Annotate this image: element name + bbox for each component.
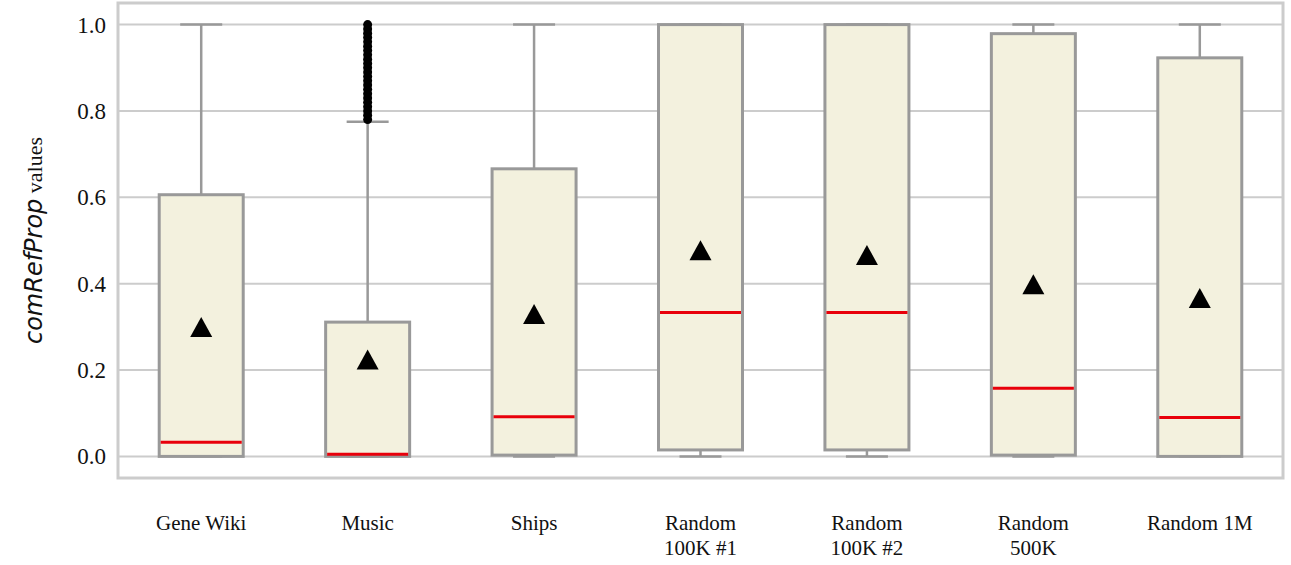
y-axis-label-part: values <box>22 137 47 199</box>
x-tick-label-line: Ships <box>511 511 558 535</box>
boxes <box>159 20 1242 456</box>
mean-marker <box>523 304 545 324</box>
grid <box>118 25 1283 457</box>
whisker-high <box>533 25 536 169</box>
box-group <box>825 25 909 457</box>
box <box>326 322 410 456</box>
x-tick-label-line: 100K #1 <box>664 536 737 560</box>
box <box>1158 58 1242 457</box>
x-tick-label-line: Random <box>665 511 736 535</box>
x-tick-label: Random100K #1 <box>664 511 737 560</box>
x-tick-label: Gene Wiki <box>156 511 246 535</box>
median <box>1159 416 1240 419</box>
median <box>826 311 907 314</box>
x-tick-label: Random100K #2 <box>830 511 903 560</box>
median <box>993 387 1074 390</box>
outlier <box>363 20 372 29</box>
mean-marker <box>856 245 878 265</box>
median <box>327 453 408 456</box>
grid-line <box>118 455 1283 457</box>
x-tick-label-line: Gene Wiki <box>156 511 246 535</box>
x-tick-label: Ships <box>511 511 558 535</box>
mean-marker <box>690 240 712 260</box>
x-tick-label: Music <box>341 511 394 535</box>
box-group <box>326 20 410 456</box>
x-tick-label-line: Music <box>341 511 394 535</box>
cap-high <box>1012 23 1054 26</box>
x-tick-label-line: Random <box>831 511 902 535</box>
mean-marker <box>1022 274 1044 294</box>
mean-marker <box>1189 288 1211 308</box>
box-group <box>492 25 576 457</box>
median <box>161 441 242 444</box>
x-tick-label: Random500K <box>998 511 1069 560</box>
whisker-high <box>366 122 369 322</box>
y-tick-label: 0.2 <box>77 358 106 383</box>
median <box>660 311 741 314</box>
box-group <box>1158 25 1242 457</box>
box <box>492 169 576 455</box>
box <box>659 25 743 450</box>
x-tick-label-line: 500K <box>1010 536 1057 560</box>
whisker-high <box>1199 25 1202 58</box>
plot-frame <box>118 3 1283 478</box>
box-group <box>159 25 243 457</box>
x-tick-label-line: Random 1M <box>1147 511 1253 535</box>
box <box>159 195 243 457</box>
cap-high <box>1179 23 1221 26</box>
y-axis-label-part: comRefProp <box>20 199 48 344</box>
box <box>825 25 909 450</box>
y-tick-label: 0.6 <box>77 185 106 210</box>
y-tick-label: 0.0 <box>77 444 106 469</box>
y-axis-label: comRefProp values <box>20 137 48 344</box>
median <box>494 415 575 418</box>
chart: 0.0 0.2 0.4 0.6 0.8 1.0 comRefProp values Gene … <box>0 0 1291 565</box>
y-tick-label: 1.0 <box>77 13 106 38</box>
x-tick-label-line: Random <box>998 511 1069 535</box>
cap-low <box>680 455 722 458</box>
cap-low <box>846 455 888 458</box>
mean-marker <box>190 317 212 337</box>
y-tick-label: 0.8 <box>77 99 106 124</box>
box <box>991 34 1075 455</box>
mean-marker <box>357 349 379 369</box>
x-tick-label: Random 1M <box>1147 511 1253 535</box>
whisker-high <box>200 25 203 195</box>
box-group <box>659 25 743 457</box>
cap-high <box>513 23 555 26</box>
cap-high <box>180 23 222 26</box>
box-group <box>991 25 1075 457</box>
x-tick-label-line: 100K #2 <box>830 536 903 560</box>
y-tick-label: 0.4 <box>77 272 106 297</box>
